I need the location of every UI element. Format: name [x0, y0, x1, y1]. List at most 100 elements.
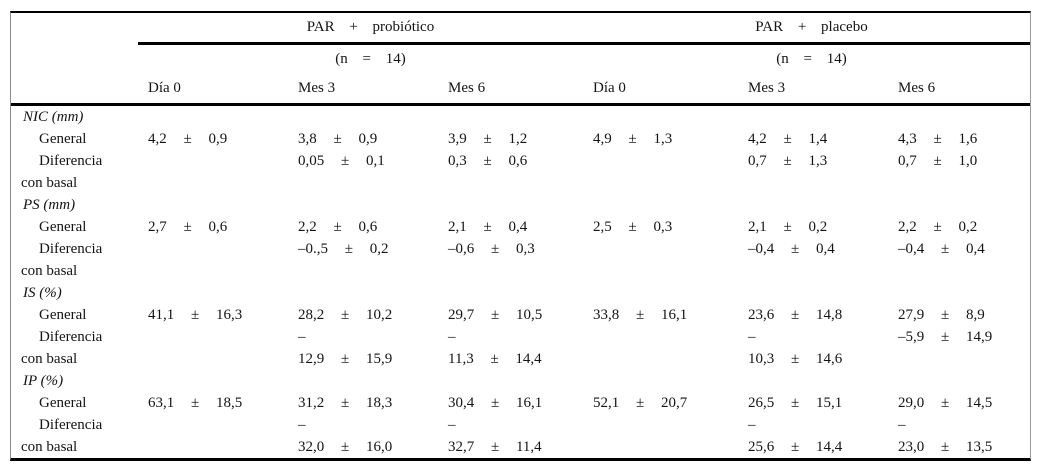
- column-header-dia0-probiotic: Día 0: [148, 80, 181, 96]
- data-cell: [448, 172, 593, 194]
- data-cell: 2,1 ± 0,4: [448, 219, 528, 235]
- data-cell: [593, 348, 748, 370]
- row-label: General: [39, 395, 87, 411]
- data-cell: 29,7 ± 10,5: [448, 307, 543, 323]
- data-cell: [593, 194, 748, 216]
- table-row: IP (%): [11, 370, 1030, 392]
- group-header-placebo: PAR + placebo: [755, 19, 868, 35]
- row-label: PS (mm): [23, 197, 76, 213]
- table-row: con basal 32,0 ± 16,0 32,7 ± 11,4 25,6 ± 14…: [11, 436, 1030, 458]
- row-label: General: [39, 219, 87, 235]
- data-cell: [148, 194, 298, 216]
- data-cell: [593, 414, 748, 436]
- data-cell: –: [298, 329, 306, 345]
- data-cell: –0.,5 ± 0,2: [298, 241, 389, 257]
- data-cell: [593, 150, 748, 172]
- group-n-placebo: (n = 14): [776, 51, 847, 67]
- row-label: General: [39, 131, 87, 147]
- data-cell: 2,5 ± 0,3: [593, 219, 673, 235]
- data-cell: 4,2 ± 0,9: [148, 131, 228, 147]
- data-cell: 41,1 ± 16,3: [148, 307, 243, 323]
- row-label: Diferencia: [39, 329, 103, 345]
- table-row: Diferencia – – – –5,9 ± 14,9: [11, 326, 1030, 348]
- data-cell: 25,6 ± 14,4: [748, 439, 843, 455]
- table-row: General 2,7 ± 0,6 2,2 ± 0,6 2,1 ± 0,4 2,5 ± …: [11, 216, 1030, 238]
- data-cell: [298, 106, 448, 128]
- data-cell: [448, 194, 593, 216]
- data-cell: 26,5 ± 15,1: [748, 395, 843, 411]
- data-cell: [593, 238, 748, 260]
- table-row: NIC (mm): [11, 106, 1030, 128]
- data-cell: –5,9 ± 14,9: [898, 329, 993, 345]
- data-cell: [148, 436, 298, 458]
- data-cell: –: [748, 329, 756, 345]
- data-cell: [148, 348, 298, 370]
- data-cell: 29,0 ± 14,5: [898, 395, 993, 411]
- data-cell: 0,05 ± 0,1: [298, 153, 385, 169]
- data-cell: [593, 436, 748, 458]
- table-row: Diferencia – – – –: [11, 414, 1030, 436]
- group-header-probiotic: PAR + probiótico: [306, 19, 435, 35]
- column-header-row: Día 0 Mes 3 Mes 6 Día 0 Mes 3 Mes 6: [11, 74, 1030, 103]
- data-cell: [898, 348, 1030, 370]
- data-cell: 3,9 ± 1,2: [448, 131, 528, 147]
- table-row: General 4,2 ± 0,9 3,8 ± 0,9 3,9 ± 1,2 4,9 ± …: [11, 128, 1030, 150]
- data-cell: [148, 238, 298, 260]
- data-cell: –: [898, 417, 906, 433]
- data-cell: [748, 172, 898, 194]
- data-cell: 30,4 ± 16,1: [448, 395, 543, 411]
- data-cell: 10,3 ± 14,6: [748, 351, 843, 367]
- data-cell: –: [298, 417, 306, 433]
- data-cell: [148, 150, 298, 172]
- data-cell: –: [448, 417, 456, 433]
- data-cell: [898, 260, 1030, 282]
- table-row: con basal: [11, 260, 1030, 282]
- row-label: con basal: [21, 175, 78, 191]
- column-header-mes3-placebo: Mes 3: [748, 80, 786, 96]
- data-cell: 2,7 ± 0,6: [148, 219, 228, 235]
- group-n-probiotic: (n = 14): [335, 51, 406, 67]
- data-cell: [148, 326, 298, 348]
- data-cell: [898, 194, 1030, 216]
- data-cell: [593, 106, 748, 128]
- data-cell: [748, 194, 898, 216]
- column-header-mes6-placebo: Mes 6: [898, 80, 936, 96]
- data-cell: [593, 282, 748, 304]
- data-cell: [448, 370, 593, 392]
- table-row: con basal 12,9 ± 15,9 11,3 ± 14,4 10,3 ± 14…: [11, 348, 1030, 370]
- data-cell: [298, 194, 448, 216]
- data-cell: [898, 282, 1030, 304]
- data-cell: 52,1 ± 20,7: [593, 395, 688, 411]
- data-cell: [898, 370, 1030, 392]
- data-cell: 32,0 ± 16,0: [298, 439, 393, 455]
- column-header-dia0-placebo: Día 0: [593, 80, 626, 96]
- data-cell: 23,0 ± 13,5: [898, 439, 993, 455]
- row-label: Diferencia: [39, 153, 103, 169]
- column-header-mes6-probiotic: Mes 6: [448, 80, 486, 96]
- data-cell: 0,7 ± 1,3: [748, 153, 828, 169]
- data-cell: [593, 370, 748, 392]
- data-cell: –0,6 ± 0,3: [448, 241, 535, 257]
- group-header-rule: [138, 42, 1030, 45]
- data-cell: [298, 282, 448, 304]
- row-label: IP (%): [23, 373, 64, 389]
- data-cell: [898, 106, 1030, 128]
- data-cell: 27,9 ± 8,9: [898, 307, 985, 323]
- data-cell: 12,9 ± 15,9: [298, 351, 393, 367]
- data-cell: 0,3 ± 0,6: [448, 153, 528, 169]
- data-cell: –: [448, 329, 456, 345]
- data-cell: 23,6 ± 14,8: [748, 307, 843, 323]
- data-cell: 0,7 ± 1,0: [898, 153, 978, 169]
- table-row: PS (mm): [11, 194, 1030, 216]
- data-cell: [448, 282, 593, 304]
- data-cell: –0,4 ± 0,4: [898, 241, 985, 257]
- data-cell: 11,3 ± 14,4: [448, 351, 542, 367]
- data-cell: 2,2 ± 0,2: [898, 219, 978, 235]
- data-cell: 3,8 ± 0,9: [298, 131, 378, 147]
- sample-size-row: (n = 14) (n = 14): [11, 45, 1030, 74]
- data-cell: [748, 260, 898, 282]
- table-row: General 41,1 ± 16,3 28,2 ± 10,2 29,7 ± 10,5…: [11, 304, 1030, 326]
- data-cell: [298, 260, 448, 282]
- row-label: con basal: [21, 351, 78, 367]
